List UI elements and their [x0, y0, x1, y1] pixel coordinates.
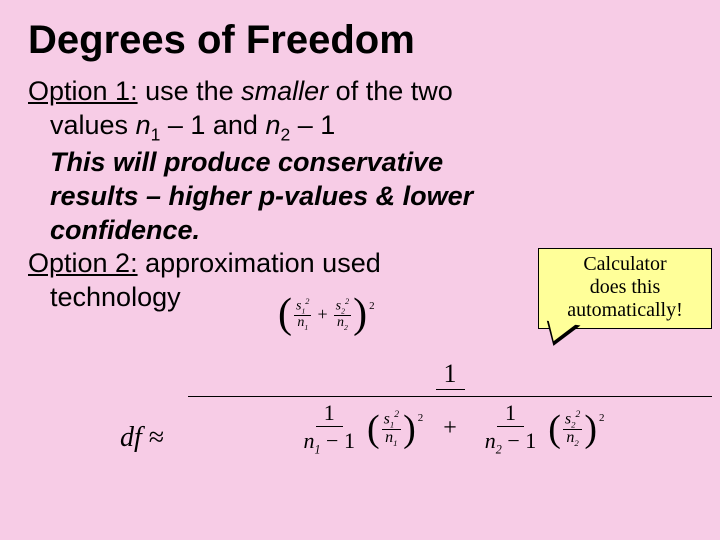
n2: n	[265, 110, 280, 140]
option1-label: Option 1:	[28, 76, 138, 106]
option2-label: Option 2:	[28, 248, 138, 278]
n1: n	[136, 110, 151, 140]
lparen: (	[278, 298, 292, 332]
plus: +	[313, 304, 331, 325]
t: of the two	[328, 76, 453, 106]
slide-title: Degrees of Freedom	[28, 18, 692, 63]
den-plus: +	[437, 415, 463, 442]
option1-note2: results – higher p-values & lower	[28, 180, 692, 214]
t: values	[50, 110, 136, 140]
t: approximation used	[138, 248, 381, 278]
t: – 1	[290, 110, 335, 140]
callout-box: Calculator does this automatically!	[538, 248, 712, 329]
callout-l3: automatically!	[541, 299, 709, 322]
df-label: df ≈	[120, 422, 164, 454]
num-one: 1	[436, 360, 465, 390]
big-fraction: 1 1 n1 − 1 ( s12 n1 ) 2 + 1 n2 − 1	[188, 360, 712, 456]
den-term-2: 1 n2 − 1 ( s22 n2 ) 2	[477, 401, 605, 456]
formula-top-small: ( s12 n1 + s22 n2 ) 2	[278, 298, 538, 332]
option1-note3: confidence.	[28, 214, 692, 248]
callout-tail-fill	[546, 320, 577, 344]
outer-sq: 2	[369, 300, 375, 312]
frac-s2n2: s22 n2	[334, 298, 351, 332]
option1-note1: This will produce conservative	[28, 146, 692, 180]
t: use the	[138, 76, 242, 106]
sub1: 1	[151, 124, 161, 144]
option1-line1: Option 1: use the smaller of the two	[28, 75, 692, 109]
rparen: )	[353, 298, 367, 332]
option1-line2: values n1 – 1 and n2 – 1	[28, 109, 692, 146]
callout-l1: Calculator	[541, 253, 709, 276]
den-term-1: 1 n1 − 1 ( s12 n1 ) 2	[296, 401, 424, 456]
smaller-word: smaller	[241, 76, 328, 106]
callout-l2: does this	[541, 276, 709, 299]
big-numerator: 1	[188, 360, 712, 396]
big-denominator: 1 n1 − 1 ( s12 n1 ) 2 + 1 n2 − 1 (	[188, 397, 712, 456]
t: – 1 and	[160, 110, 265, 140]
frac-s1n1: s12 n1	[294, 298, 311, 332]
sub2: 2	[280, 124, 290, 144]
